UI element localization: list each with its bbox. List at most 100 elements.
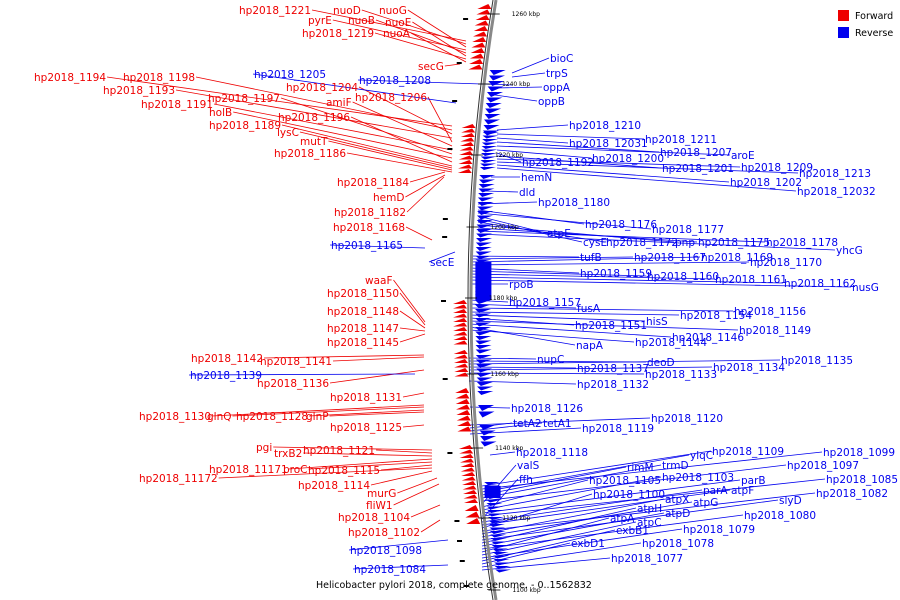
leader-line (481, 450, 712, 487)
leader-line (188, 373, 416, 376)
leader-line (469, 261, 750, 266)
gene-label: hp2018_1170 (750, 257, 822, 269)
gene-arrow (476, 364, 493, 368)
leader-line (496, 145, 731, 156)
feature-mark (442, 378, 448, 380)
gene-arrow (453, 300, 467, 304)
leader-lines (106, 9, 852, 571)
gene-arrow (464, 499, 479, 503)
leader-line (468, 380, 577, 385)
leader-line (308, 409, 425, 417)
leader-line (213, 103, 453, 151)
gene-arrow (475, 345, 492, 349)
gene-arrow (461, 476, 476, 481)
gene-arrow (475, 336, 492, 340)
gene-label: exbB1 (616, 525, 649, 537)
leader-line (350, 116, 453, 163)
gene-arrow (477, 391, 494, 395)
gene-label: atpA (610, 513, 635, 525)
gene-label: hp2018_1210 (569, 120, 641, 132)
gene-label: hp2018_1135 (781, 355, 853, 367)
gene-arrow (475, 309, 492, 313)
gene-label: tetA2 (513, 418, 542, 430)
gene-label: deoD (647, 357, 675, 369)
gene-label: hp2018_1176 (585, 219, 657, 231)
gene-arrow (463, 490, 478, 494)
leader-line (361, 9, 467, 45)
gene-label: hp2018_1192 (522, 157, 594, 169)
feature-mark (457, 540, 462, 542)
gene-arrow (453, 309, 468, 313)
gene-arrow (475, 340, 492, 345)
leader-line (477, 212, 652, 230)
leader-line (469, 326, 576, 346)
gene-arrow (491, 545, 508, 548)
gene-arrow (475, 349, 492, 354)
leader-line (264, 354, 425, 359)
gene-arrow (488, 524, 505, 527)
tick-label: 1120 kbp (502, 515, 530, 522)
gene-block (475, 262, 492, 300)
leader-line (468, 366, 577, 369)
gene-label: hp2018_1146 (672, 332, 744, 344)
gene-arrow (458, 164, 473, 169)
gene-arrow (475, 259, 492, 263)
gene-label: fusA (577, 303, 601, 315)
gene-arrow (495, 569, 512, 573)
leader-line (329, 411, 425, 417)
tick-label: 1160 kbp (491, 371, 519, 378)
gene-arrow (490, 538, 507, 541)
gene-label: hp2018_1120 (651, 413, 723, 425)
gene-label: hp2018_1165 (331, 240, 403, 252)
gene-label: hp2018_1202 (730, 177, 802, 189)
leader-line (352, 564, 449, 570)
gene-arrow (470, 48, 485, 53)
leader-line (280, 97, 453, 155)
leader-line (288, 458, 433, 470)
gene-arrow (476, 373, 493, 377)
gene-arrow (489, 531, 506, 534)
gene-label: hp2018_1213 (799, 168, 871, 180)
leader-line (489, 451, 516, 456)
feature-mark (463, 18, 469, 20)
gene-arrow (481, 153, 498, 156)
leader-line (485, 190, 519, 193)
leader-line (481, 464, 787, 502)
gene-arrow (479, 175, 496, 179)
gene-label: hp2018_1084 (354, 564, 426, 576)
gene-label: hp2018_1209 (741, 162, 813, 174)
gene-label: hp2018_1130 (139, 411, 211, 423)
leader-line (481, 464, 517, 505)
leader-line (329, 244, 426, 249)
gene-arrow (466, 518, 481, 524)
gene-label: hp2018_1178 (766, 237, 838, 249)
gene-label: hp2018_1194 (34, 72, 106, 84)
leader-line (406, 176, 445, 213)
leader-line (346, 152, 453, 173)
gene-label: hp2018_1160 (647, 271, 719, 283)
leader-line (477, 233, 836, 251)
gene-arrow (478, 193, 495, 197)
gene-label: holB (209, 107, 232, 119)
leader-line (402, 424, 425, 428)
gene-label: atpG (693, 497, 718, 509)
gene-label: hp2018_1177 (652, 224, 724, 236)
gene-label: hp2018_1169 (701, 252, 773, 264)
leader-line (469, 279, 852, 288)
gene-arrow (459, 146, 474, 151)
gene-label: hp2018_1105 (589, 475, 661, 487)
leader-line (427, 96, 453, 143)
gene-label: atpC (637, 517, 662, 529)
gene-label: oppB (538, 96, 565, 108)
leader-line (328, 140, 453, 171)
gene-arrow (484, 482, 501, 485)
gene-label: rpoB (509, 279, 534, 291)
gene-label: napA (576, 340, 604, 352)
gene-arrow (476, 9, 491, 15)
gene-label: hp2018_1167 (634, 252, 706, 264)
leader-line (469, 406, 511, 409)
gene-label: hp2018_1184 (337, 177, 409, 189)
legend-reverse-swatch (838, 27, 849, 38)
gene-label: hp2018_11171 (209, 464, 288, 476)
